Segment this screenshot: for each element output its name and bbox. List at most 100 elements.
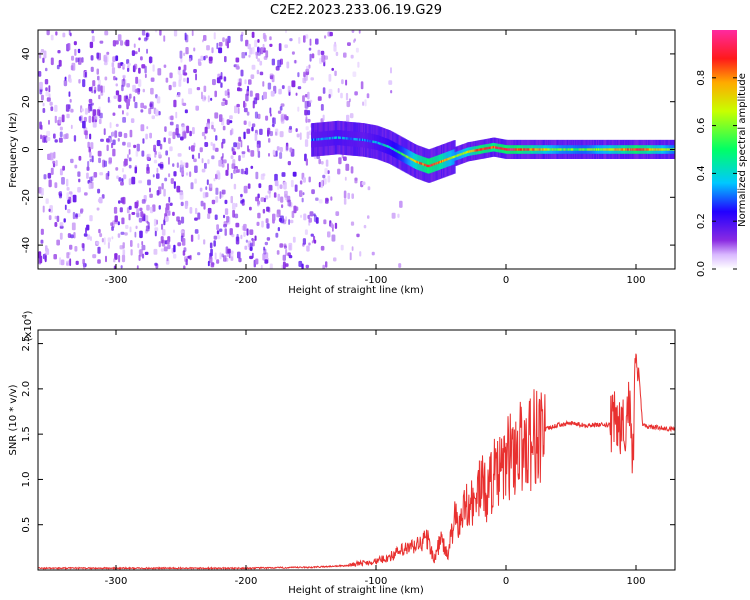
heatmap-cell — [100, 91, 104, 96]
heatmap-cell — [134, 101, 138, 109]
heatmap-cell — [138, 37, 141, 41]
heatmap-cell — [324, 168, 328, 175]
heatmap-cell — [69, 78, 72, 83]
heatmap-cell — [240, 69, 244, 77]
heatmap-cell — [170, 178, 174, 184]
heatmap-cell — [215, 135, 218, 141]
heatmap-cell — [249, 229, 254, 235]
heatmap-cell — [161, 229, 166, 236]
heatmap-cell — [161, 239, 166, 247]
heatmap-cell — [133, 96, 136, 102]
heatmap-cell — [269, 73, 274, 79]
heatmap-cell — [390, 90, 393, 94]
heatmap-cell — [135, 225, 138, 230]
heatmap-cell — [141, 30, 146, 36]
heatmap-cell — [310, 233, 314, 237]
heatmap-cell — [165, 259, 170, 265]
heatmap-cell — [108, 157, 112, 164]
heatmap-cell — [219, 114, 223, 122]
heatmap-cell — [157, 68, 162, 76]
heatmap-cell — [246, 111, 250, 116]
heatmap-cell — [262, 81, 265, 87]
heatmap-cell — [244, 79, 247, 85]
heatmap-cell — [92, 80, 96, 87]
heatmap-cell — [90, 66, 94, 72]
heatmap-cell — [72, 194, 77, 203]
snr-x-ticks: -300 -200 -100 0 100 — [105, 330, 646, 587]
heatmap-cell — [211, 47, 214, 54]
heatmap-cells — [38, 30, 675, 269]
heatmap-cell — [325, 159, 329, 167]
heatmap-cell — [251, 123, 256, 128]
heatmap-cell — [167, 244, 171, 250]
heatmap-cell — [91, 116, 94, 123]
heatmap-cell — [269, 107, 272, 114]
heatmap-cell — [173, 171, 177, 177]
heatmap-cell — [665, 148, 668, 151]
heatmap-cell — [146, 220, 149, 224]
heatmap-cell — [115, 40, 119, 45]
heatmap-cell — [204, 126, 208, 134]
heatmap-cell — [317, 49, 321, 56]
heatmap-cell — [98, 118, 102, 125]
heatmap-cell — [352, 71, 357, 77]
heatmap-cell — [353, 39, 356, 43]
heatmap-cell — [210, 141, 213, 146]
heatmap-cell — [83, 116, 87, 122]
heatmap-cell — [62, 165, 65, 171]
heatmap-cell — [311, 53, 315, 59]
heatmap-cell — [72, 211, 76, 220]
heatmap-cell — [282, 261, 286, 269]
heatmap-cell — [42, 205, 45, 213]
heatmap-cell — [232, 159, 236, 167]
heatmap-cell — [254, 235, 257, 241]
heatmap-cell — [140, 102, 144, 109]
heatmap-cell — [47, 172, 52, 179]
heatmap-cell — [128, 157, 132, 162]
heatmap-cell — [92, 109, 97, 117]
heatmap-cell — [324, 55, 328, 60]
heatmap-cell — [134, 231, 137, 238]
snr-y-multiplier: (x104) — [21, 310, 34, 341]
heatmap-cell — [223, 255, 227, 262]
heatmap-cell — [334, 70, 337, 77]
heatmap-cell — [204, 162, 207, 169]
heatmap-cell — [324, 35, 327, 39]
heatmap-cell — [160, 248, 165, 252]
heatmap-cell — [232, 209, 235, 218]
heatmap-cell — [330, 196, 333, 201]
heatmap-cell — [214, 147, 219, 152]
heatmap-cell — [93, 89, 96, 94]
heatmap-cell — [189, 130, 192, 137]
heatmap-cell — [196, 87, 201, 91]
heatmap-cell — [320, 50, 325, 56]
heatmap-cell — [178, 79, 182, 87]
heatmap-cell — [143, 37, 148, 42]
heatmap-cell — [305, 264, 309, 269]
heatmap-cell — [307, 110, 311, 116]
heatmap-cell — [251, 64, 256, 70]
heatmap-cell — [177, 242, 182, 247]
heatmap-cell — [172, 81, 177, 88]
heatmap-cell — [194, 217, 198, 221]
heatmap-cell — [208, 256, 213, 263]
heatmap-cell — [309, 38, 312, 46]
heatmap-cell — [283, 181, 287, 190]
heatmap-cell — [191, 154, 195, 160]
heatmap-cell — [335, 211, 340, 216]
heatmap-cell — [122, 249, 126, 256]
heatmap-cell — [183, 78, 186, 82]
heatmap-cell — [237, 82, 242, 87]
heatmap-cell — [179, 50, 183, 59]
x-tick-label: 0 — [503, 275, 509, 286]
heatmap-cell — [133, 144, 137, 149]
heatmap-cell — [131, 50, 136, 56]
heatmap-cell — [257, 48, 261, 56]
colorbar: 0.0 0.2 0.4 0.6 0.8 Normalized spectral ampl… — [696, 30, 748, 277]
heatmap-cell — [52, 163, 56, 168]
heatmap-cell — [219, 191, 222, 199]
heatmap-cell — [265, 218, 269, 224]
heatmap-cell — [115, 55, 119, 62]
heatmap-cell — [309, 99, 313, 103]
